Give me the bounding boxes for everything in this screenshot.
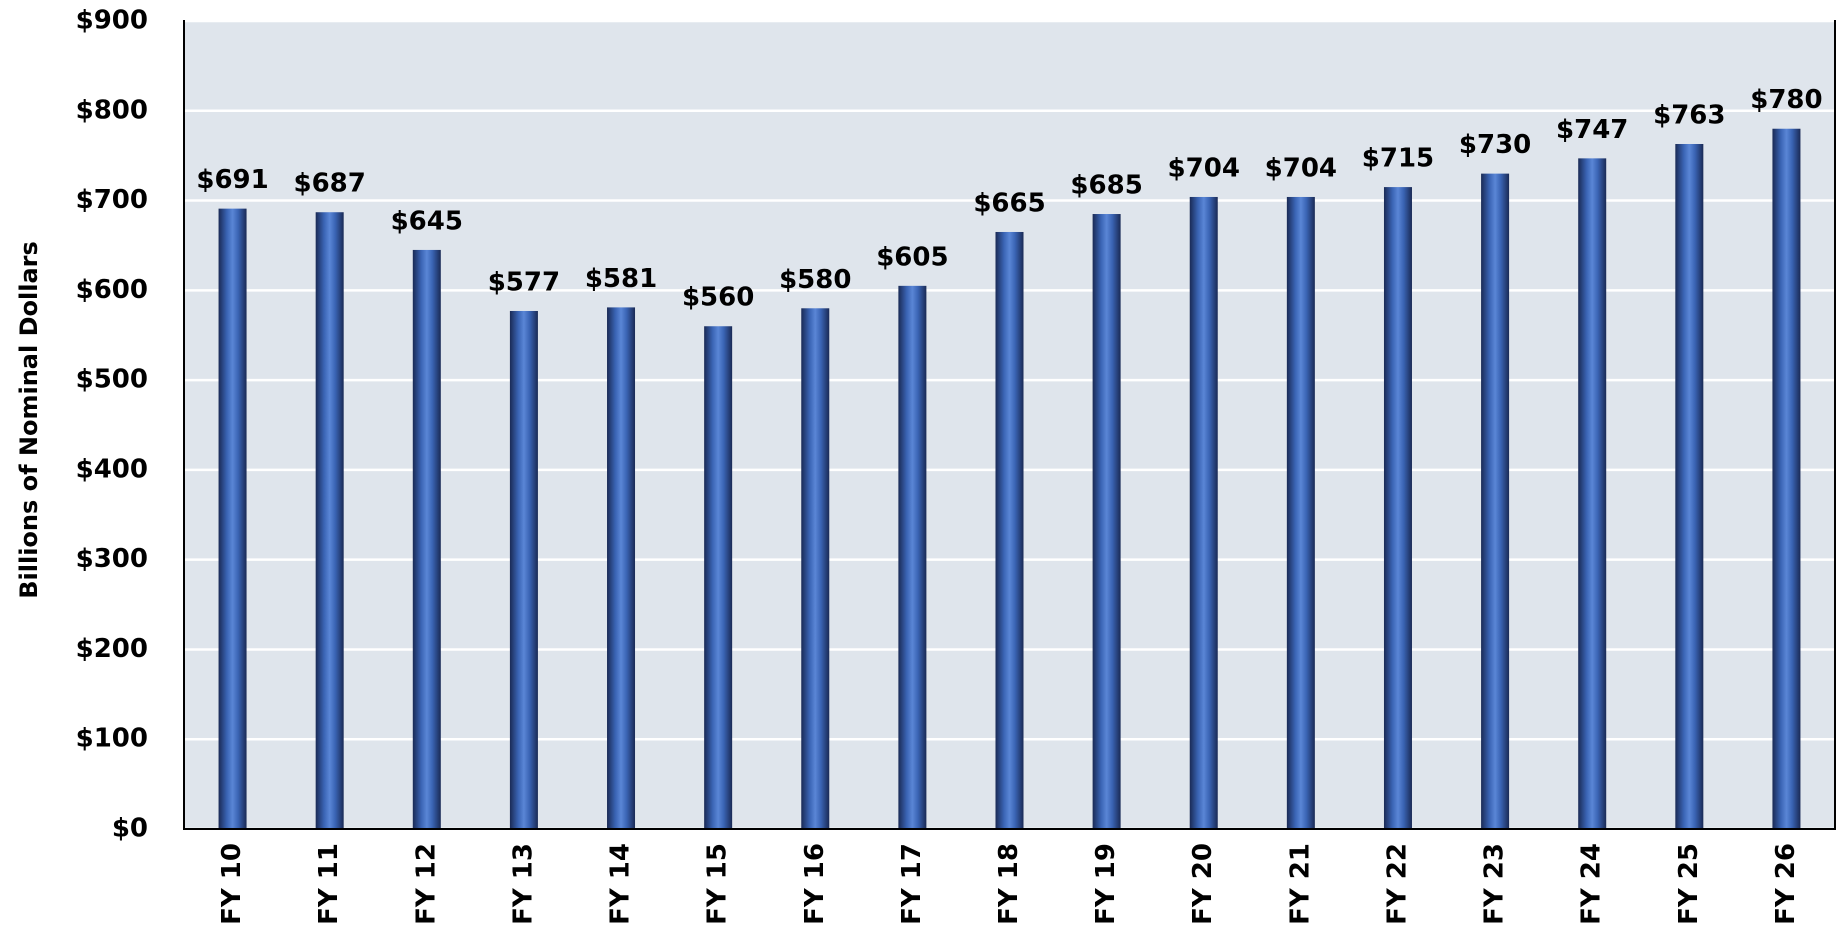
bar: [1481, 173, 1510, 830]
x-tick-label: FY 16: [800, 843, 830, 925]
bar: [704, 326, 733, 829]
data-label: $747: [1556, 115, 1628, 145]
x-tick-label: FY 11: [314, 843, 344, 925]
x-tick-label: FY 21: [1285, 843, 1315, 925]
x-tick-label: FY 22: [1382, 843, 1412, 925]
x-tick-label: FY 12: [411, 843, 441, 925]
data-label: $704: [1265, 153, 1337, 183]
bar: [1092, 214, 1121, 829]
data-label: $580: [779, 265, 851, 295]
data-label: $730: [1459, 130, 1531, 160]
bar: [315, 212, 344, 829]
bar: [412, 249, 441, 829]
y-tick-label: $200: [76, 634, 148, 664]
y-tick-label: $0: [112, 814, 148, 844]
bar: [1383, 187, 1412, 830]
y-tick-label: $600: [76, 275, 148, 305]
x-tick-label: FY 20: [1188, 843, 1218, 925]
bar: [898, 285, 927, 829]
data-label: $665: [973, 188, 1045, 218]
x-tick-label: FY 26: [1771, 843, 1801, 925]
y-tick-label: $500: [76, 365, 148, 395]
bar: [1578, 158, 1607, 830]
y-tick-label: $400: [76, 454, 148, 484]
data-label: $687: [293, 169, 365, 199]
bar: [1772, 128, 1801, 829]
data-label: $685: [1070, 171, 1142, 201]
x-tick-label: FY 13: [508, 843, 538, 925]
x-tick-label: FY 25: [1674, 843, 1704, 925]
data-label: $577: [488, 267, 560, 297]
data-label: $763: [1653, 100, 1725, 130]
y-tick-label: $700: [76, 185, 148, 215]
x-tick-label: FY 19: [1091, 843, 1121, 925]
bar: [1675, 143, 1704, 830]
y-tick-label: $300: [76, 544, 148, 574]
data-label: $715: [1362, 144, 1434, 174]
bar: [1189, 196, 1218, 829]
data-label: $581: [585, 264, 657, 294]
bar: [801, 308, 830, 829]
data-label: $645: [391, 206, 463, 236]
y-tick-label: $100: [76, 724, 148, 754]
x-tick-label: FY 10: [217, 843, 247, 925]
x-tick-label: FY 18: [994, 843, 1024, 925]
x-tick-label: FY 24: [1577, 843, 1607, 925]
y-tick-label: $800: [76, 95, 148, 125]
x-tick-label: FY 17: [897, 843, 927, 925]
x-tick-label: FY 14: [606, 843, 636, 925]
data-label: $605: [876, 242, 948, 272]
y-axis-title: Billions of Nominal Dollars: [15, 241, 43, 599]
bar: [1286, 196, 1315, 829]
data-label: $560: [682, 283, 754, 313]
data-label: $704: [1168, 153, 1240, 183]
bar: [607, 307, 636, 829]
x-tick-label: FY 15: [703, 843, 733, 925]
data-label: $691: [196, 165, 268, 195]
data-label: $780: [1750, 85, 1822, 115]
x-tick-label: FY 23: [1480, 843, 1510, 925]
bar: [509, 310, 538, 830]
bar: [995, 231, 1024, 829]
y-tick-label: $900: [76, 6, 148, 36]
bar: [218, 208, 247, 829]
